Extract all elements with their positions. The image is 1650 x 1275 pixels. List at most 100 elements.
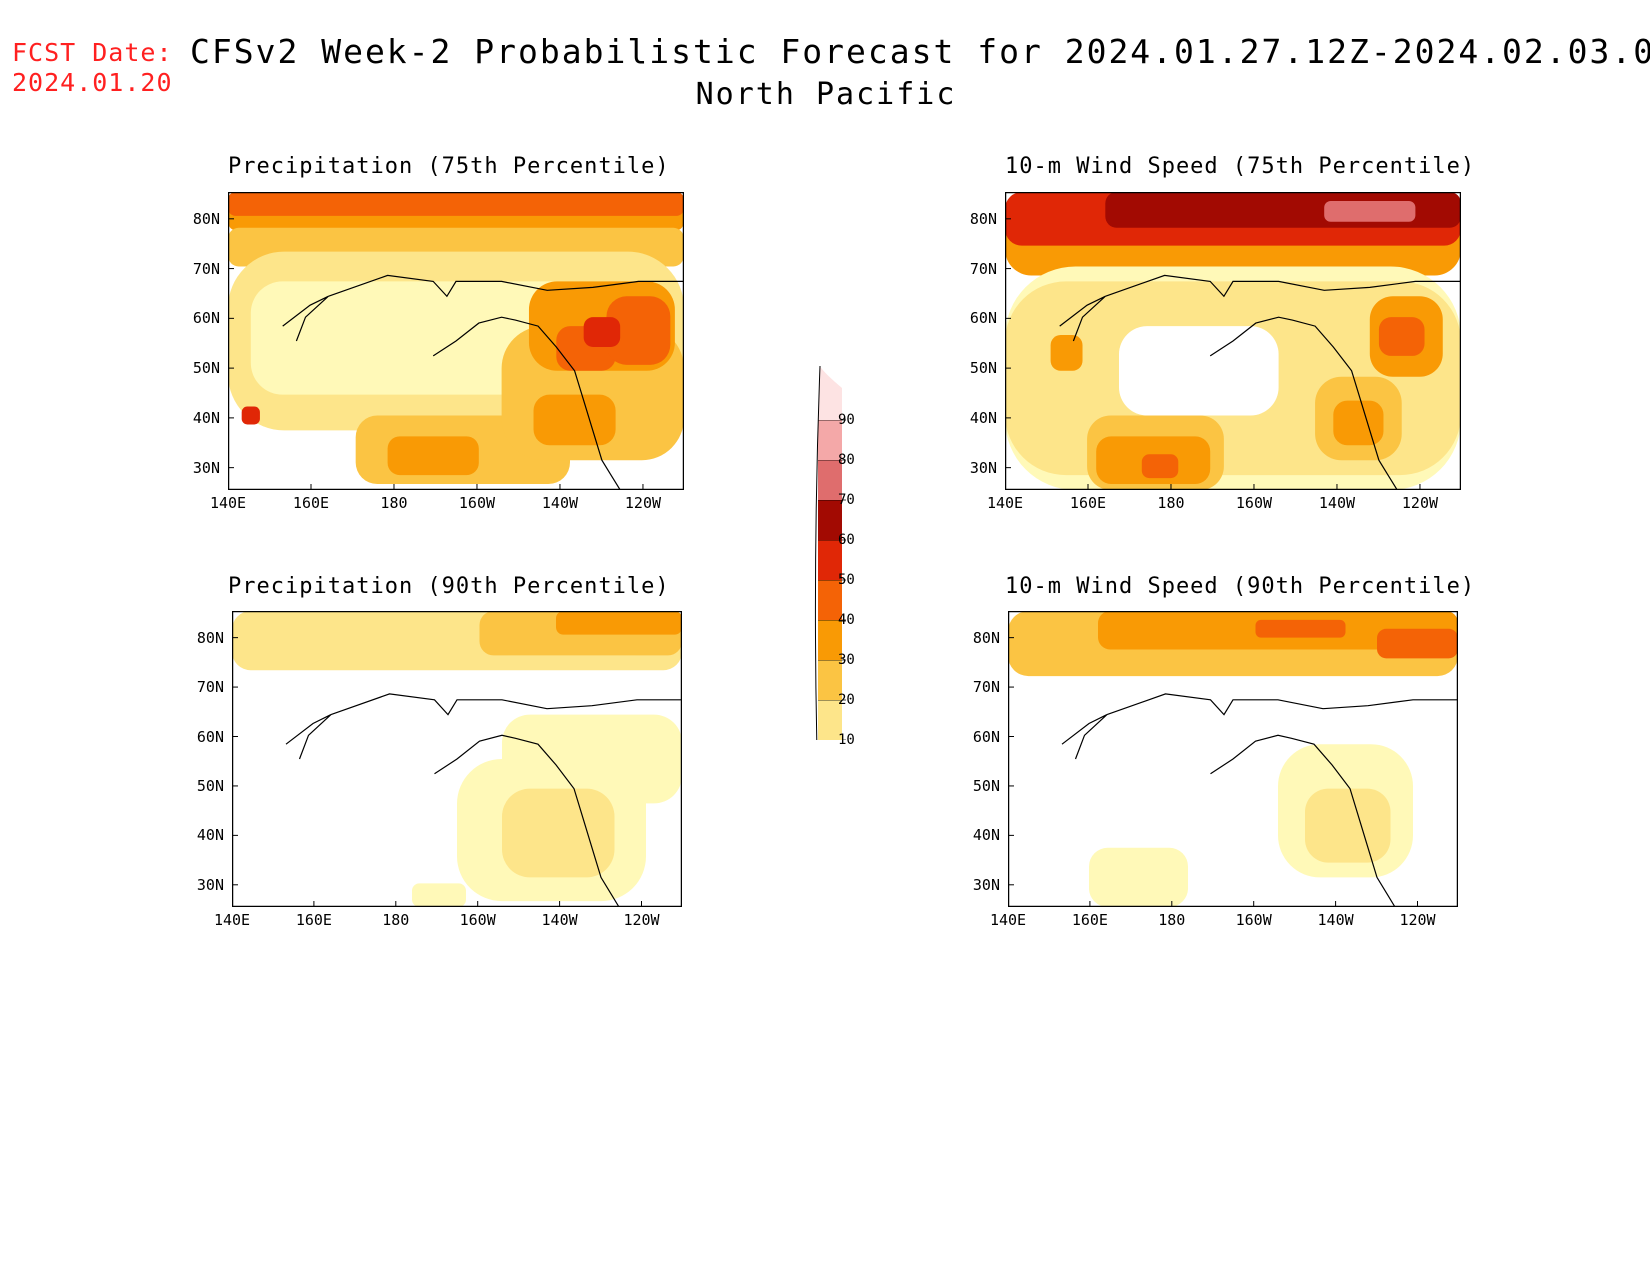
lon-tick-label: 140W: [1317, 911, 1354, 929]
contour-fill: [387, 436, 479, 476]
fcst-date-label: FCST Date: 2024.01.20: [12, 38, 173, 98]
lat-tick-label: 60N: [969, 309, 997, 328]
coastline: [434, 734, 620, 907]
map-frame: [228, 192, 684, 490]
fcst-date: 2024.01.20: [12, 68, 173, 97]
colorbar-segment: [818, 366, 842, 420]
map-fill-layer: [228, 192, 684, 490]
colorbar-level-label: 40: [838, 612, 855, 628]
lon-tick-label: 180: [382, 911, 410, 929]
colorbar-outline: [814, 365, 821, 740]
coastline-kamchatka: [1059, 295, 1106, 342]
lon-tick-label: 160E: [292, 494, 330, 512]
colorbar-segment: [818, 700, 842, 740]
contour-fill: [412, 883, 466, 907]
colorbar-level-label: 80: [838, 452, 855, 468]
colorbar-level-label: 60: [838, 532, 855, 548]
colorbar-level-label: 90: [838, 412, 855, 428]
lon-tick-label: 140E: [989, 911, 1027, 929]
contour-fill: [228, 192, 684, 216]
lat-tick-label: 70N: [192, 259, 220, 278]
page-subtitle: North Pacific: [695, 77, 957, 112]
lat-tick-label: 40N: [196, 826, 224, 845]
lon-tick-label: 140E: [986, 494, 1024, 512]
coastline-north: [1105, 274, 1461, 298]
lat-tick-label: 40N: [969, 408, 997, 427]
lat-tick-label: 50N: [972, 776, 1000, 795]
lon-tick-label: 120W: [624, 494, 662, 512]
lat-tick-label: 80N: [192, 209, 220, 228]
lon-tick-label: 120W: [1399, 911, 1436, 929]
map-wind-90: [1008, 611, 1458, 907]
lon-tick-label: 160W: [458, 494, 496, 512]
contour-fill: [1333, 400, 1384, 446]
lon-tick-label: 120W: [623, 911, 660, 929]
coastline: [1210, 734, 1396, 907]
lon-tick-label: 140W: [541, 494, 579, 512]
lat-tick-label: 30N: [196, 875, 224, 894]
colorbar-level-label: 50: [838, 572, 855, 588]
coastline-kamchatka: [282, 295, 329, 342]
lon-tick-label: 140E: [213, 911, 251, 929]
lat-tick-label: 70N: [196, 678, 224, 697]
lat-tick-label: 70N: [972, 678, 1000, 697]
lon-tick-label: 160E: [1069, 494, 1107, 512]
panel-title-wind-75: 10-m Wind Speed (75th Percentile): [1005, 154, 1476, 179]
contour-fill: [1324, 200, 1416, 222]
lat-tick-label: 80N: [972, 628, 1000, 647]
map-precip-90: [232, 611, 682, 907]
contour-fill: [556, 611, 682, 635]
contour-fill: [1378, 317, 1425, 356]
lon-tick-label: 160W: [1235, 494, 1273, 512]
lat-tick-label: 80N: [969, 209, 997, 228]
lon-tick-label: 160E: [1071, 911, 1108, 929]
map-fill-layer: [232, 611, 682, 907]
map-frame: [1005, 192, 1461, 490]
lon-tick-label: 160W: [459, 911, 496, 929]
contour-fill: [583, 317, 621, 347]
colorbar-level-label: 30: [838, 652, 855, 668]
lat-tick-label: 50N: [192, 359, 220, 378]
colorbar-segment: [818, 620, 842, 660]
panel-title-wind-90: 10-m Wind Speed (90th Percentile): [1005, 574, 1476, 599]
contour-fill: [1305, 788, 1391, 863]
map-frame: [232, 611, 682, 907]
lat-tick-label: 80N: [196, 628, 224, 647]
colorbar-segment: [818, 660, 842, 700]
coastline: [432, 316, 621, 490]
contour-fill: [241, 406, 260, 425]
contour-fill: [502, 788, 615, 878]
coastline-north: [330, 693, 682, 716]
lat-tick-label: 60N: [196, 727, 224, 746]
contour-fill: [1089, 847, 1188, 907]
coastline-north: [328, 274, 684, 298]
coastline-kamchatka: [285, 714, 332, 760]
lon-tick-label: 140W: [1318, 494, 1356, 512]
contour-fill: [1119, 326, 1279, 416]
colorbar-segment: [818, 460, 842, 500]
lat-tick-label: 30N: [972, 875, 1000, 894]
lon-tick-label: 180: [1157, 494, 1185, 512]
contour-fill: [1255, 619, 1346, 638]
lon-tick-label: 160W: [1235, 911, 1272, 929]
lon-tick-label: 120W: [1401, 494, 1439, 512]
lon-tick-label: 140E: [209, 494, 247, 512]
lat-tick-label: 40N: [192, 408, 220, 427]
panel-title-precip-75: Precipitation (75th Percentile): [228, 154, 670, 179]
map-frame: [1008, 611, 1458, 907]
lat-tick-label: 40N: [972, 826, 1000, 845]
lat-tick-label: 70N: [969, 259, 997, 278]
colorbar-segment: [818, 580, 842, 620]
contour-fill: [533, 394, 616, 446]
colorbar-level-label: 20: [838, 692, 855, 708]
lat-tick-label: 60N: [972, 727, 1000, 746]
colorbar: [814, 365, 846, 740]
colorbar-segment: [818, 500, 842, 540]
lat-tick-label: 30N: [969, 458, 997, 477]
colorbar-level-label: 70: [838, 492, 855, 508]
coastline: [1209, 316, 1398, 490]
colorbar-segment: [818, 540, 842, 580]
contour-fill: [1141, 454, 1179, 479]
map-wind-75: [1005, 192, 1461, 490]
page-title: CFSv2 Week-2 Probabilistic Forecast for …: [190, 32, 1650, 71]
